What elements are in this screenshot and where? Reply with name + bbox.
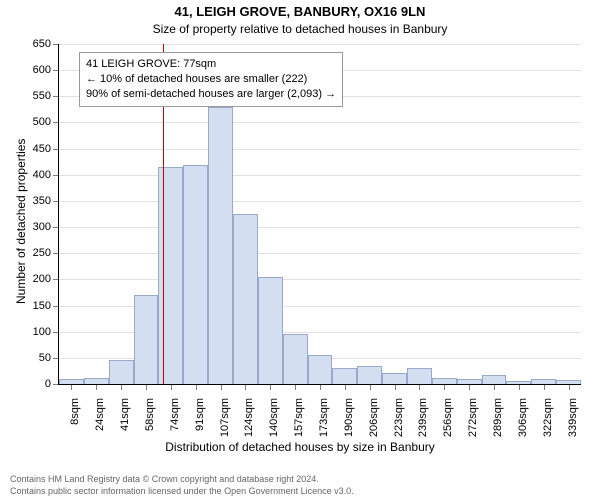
y-tick-label: 0 bbox=[45, 378, 59, 390]
x-tick bbox=[196, 384, 197, 390]
x-tick-label: 272sqm bbox=[467, 398, 479, 437]
x-tick-label: 107sqm bbox=[219, 398, 231, 437]
x-tick-label: 91sqm bbox=[194, 398, 206, 431]
annotation-line: 90% of semi-detached houses are larger (… bbox=[86, 87, 336, 102]
x-tick-label: 24sqm bbox=[94, 398, 106, 431]
x-tick-label: 74sqm bbox=[169, 398, 181, 431]
y-tick-label: 500 bbox=[33, 116, 59, 128]
x-tick-label: 339sqm bbox=[567, 398, 579, 437]
x-tick-label: 8sqm bbox=[69, 398, 81, 425]
histogram-bar bbox=[134, 295, 159, 384]
footer-line-2: Contains public sector information licen… bbox=[10, 486, 354, 498]
x-tick-label: 289sqm bbox=[492, 398, 504, 437]
histogram-bar bbox=[208, 107, 233, 384]
chart-title-sub: Size of property relative to detached ho… bbox=[0, 22, 600, 36]
annotation-line: 41 LEIGH GROVE: 77sqm bbox=[86, 57, 336, 72]
histogram-bar bbox=[283, 334, 308, 384]
y-tick-label: 400 bbox=[33, 169, 59, 181]
x-tick-label: 256sqm bbox=[442, 398, 454, 437]
x-tick bbox=[270, 384, 271, 390]
x-tick bbox=[419, 384, 420, 390]
y-tick-label: 100 bbox=[33, 326, 59, 338]
x-tick-label: 157sqm bbox=[293, 398, 305, 437]
gridline bbox=[59, 44, 581, 45]
x-tick bbox=[295, 384, 296, 390]
x-tick-label: 173sqm bbox=[318, 398, 330, 437]
x-tick bbox=[171, 384, 172, 390]
chart-title-main: 41, LEIGH GROVE, BANBURY, OX16 9LN bbox=[0, 4, 600, 19]
x-tick bbox=[494, 384, 495, 390]
x-tick bbox=[245, 384, 246, 390]
histogram-bar bbox=[233, 214, 258, 384]
y-tick-label: 50 bbox=[39, 352, 59, 364]
x-tick bbox=[121, 384, 122, 390]
gridline bbox=[59, 175, 581, 176]
x-tick bbox=[519, 384, 520, 390]
y-tick-label: 450 bbox=[33, 143, 59, 155]
y-tick-label: 650 bbox=[33, 38, 59, 50]
histogram-bar bbox=[109, 360, 134, 384]
x-tick bbox=[469, 384, 470, 390]
x-tick-label: 124sqm bbox=[243, 398, 255, 437]
x-tick bbox=[544, 384, 545, 390]
x-tick bbox=[444, 384, 445, 390]
gridline bbox=[59, 122, 581, 123]
x-tick-label: 239sqm bbox=[417, 398, 429, 437]
x-tick bbox=[345, 384, 346, 390]
histogram-bar bbox=[332, 368, 357, 384]
y-axis-label: Number of detached properties bbox=[14, 139, 28, 304]
x-tick bbox=[96, 384, 97, 390]
x-tick-label: 322sqm bbox=[542, 398, 554, 437]
x-tick bbox=[370, 384, 371, 390]
y-tick-label: 550 bbox=[33, 90, 59, 102]
x-tick bbox=[221, 384, 222, 390]
x-tick bbox=[71, 384, 72, 390]
plot-area: 0501001502002503003504004505005506006508… bbox=[58, 44, 581, 385]
x-tick-label: 190sqm bbox=[343, 398, 355, 437]
x-tick bbox=[569, 384, 570, 390]
gridline bbox=[59, 201, 581, 202]
gridline bbox=[59, 253, 581, 254]
x-axis-label: Distribution of detached houses by size … bbox=[0, 440, 600, 454]
histogram-bar bbox=[308, 355, 333, 384]
histogram-bar bbox=[357, 366, 382, 384]
histogram-bar bbox=[183, 165, 208, 384]
histogram-bar bbox=[407, 368, 432, 384]
y-tick-label: 600 bbox=[33, 64, 59, 76]
footer-line-1: Contains HM Land Registry data © Crown c… bbox=[10, 474, 354, 486]
footer-attribution: Contains HM Land Registry data © Crown c… bbox=[10, 474, 354, 497]
gridline bbox=[59, 227, 581, 228]
gridline bbox=[59, 149, 581, 150]
y-tick-label: 200 bbox=[33, 273, 59, 285]
x-tick bbox=[320, 384, 321, 390]
x-tick-label: 140sqm bbox=[268, 398, 280, 437]
x-tick-label: 206sqm bbox=[368, 398, 380, 437]
x-tick-label: 306sqm bbox=[517, 398, 529, 437]
y-tick-label: 300 bbox=[33, 221, 59, 233]
histogram-bar bbox=[382, 373, 407, 385]
x-tick bbox=[395, 384, 396, 390]
histogram-bar bbox=[482, 375, 507, 384]
annotation-box: 41 LEIGH GROVE: 77sqm← 10% of detached h… bbox=[79, 52, 343, 107]
y-tick-label: 250 bbox=[33, 247, 59, 259]
gridline bbox=[59, 279, 581, 280]
x-tick-label: 41sqm bbox=[119, 398, 131, 431]
y-tick-label: 150 bbox=[33, 300, 59, 312]
annotation-line: ← 10% of detached houses are smaller (22… bbox=[86, 72, 336, 87]
x-tick-label: 223sqm bbox=[393, 398, 405, 437]
histogram-bar bbox=[258, 277, 283, 384]
x-tick-label: 58sqm bbox=[144, 398, 156, 431]
x-tick bbox=[146, 384, 147, 390]
y-tick-label: 350 bbox=[33, 195, 59, 207]
